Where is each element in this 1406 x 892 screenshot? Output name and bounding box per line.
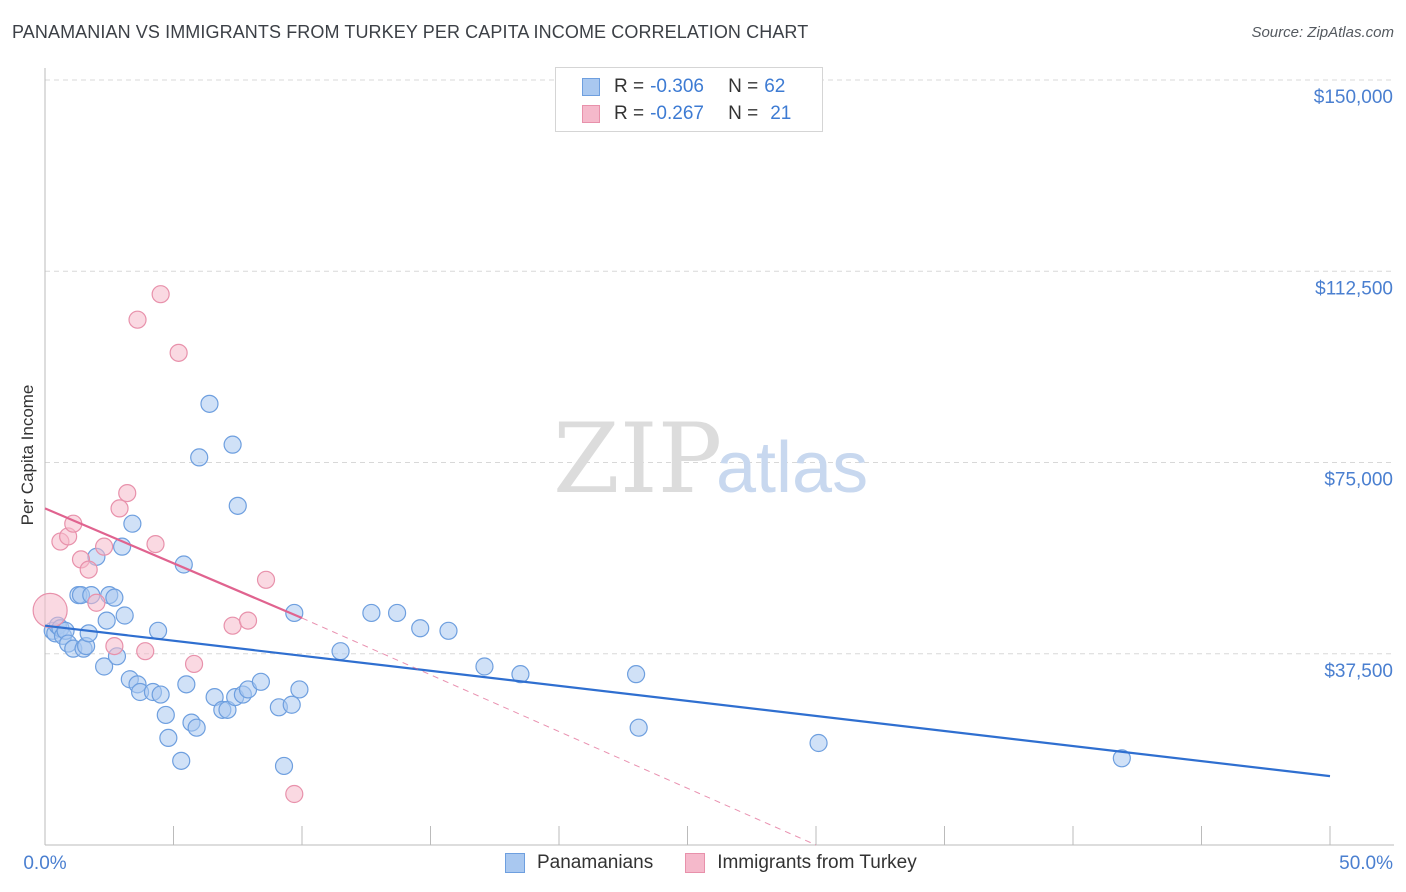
data-point-panamanians: [156, 705, 175, 725]
correlation-legend: R = -0.306 N = 62 R = -0.267 N = 21: [555, 67, 823, 132]
data-point-panamanians: [809, 733, 828, 753]
legend-n-value: 21: [770, 103, 792, 124]
data-point-turkey: [32, 592, 68, 629]
data-point-turkey: [128, 310, 147, 329]
trend-lines: [44, 507, 1331, 846]
data-point-panamanians: [159, 728, 178, 748]
data-point-turkey: [285, 784, 304, 804]
legend-row-panamanians: R = -0.306 N = 62: [582, 75, 785, 99]
legend-label-panamanians: Panamanians: [537, 852, 654, 873]
data-point-panamanians: [187, 718, 206, 737]
legend-r-label: R =: [614, 103, 645, 124]
y-tick-label: $112,500: [1315, 278, 1393, 299]
chart-title: PANAMANIAN VS IMMIGRANTS FROM TURKEY PER…: [12, 22, 809, 42]
legend-label-turkey: Immigrants from Turkey: [717, 852, 917, 873]
axes: [44, 68, 1394, 846]
legend-r-label: R =: [614, 76, 645, 97]
data-point-panamanians: [439, 621, 458, 640]
data-point-panamanians: [151, 685, 170, 704]
data-point-panamanians: [282, 695, 301, 714]
data-point-panamanians: [200, 394, 219, 413]
data-point-turkey: [223, 616, 242, 635]
data-point-turkey: [184, 654, 204, 674]
watermark-atlas: atlas: [716, 428, 868, 508]
data-point-turkey: [169, 343, 188, 362]
legend-swatch-blue: [582, 78, 600, 96]
data-point-panamanians: [251, 672, 270, 691]
data-point-panamanians: [411, 619, 430, 638]
data-point-turkey: [146, 534, 165, 554]
data-point-panamanians: [475, 657, 494, 676]
y-tick-label: $37,500: [1324, 661, 1393, 682]
legend-n-value: 62: [764, 76, 786, 97]
data-point-panamanians: [177, 675, 196, 694]
data-point-panamanians: [228, 496, 247, 515]
data-point-panamanians: [331, 642, 350, 661]
data-point-panamanians: [115, 606, 134, 625]
data-point-panamanians: [79, 624, 98, 643]
data-point-turkey: [151, 285, 170, 304]
y-tick-label: $150,000: [1314, 87, 1393, 108]
data-point-turkey: [136, 642, 155, 661]
data-point-panamanians: [274, 756, 294, 776]
data-point-panamanians: [97, 611, 116, 630]
data-point-turkey: [95, 537, 114, 556]
data-point-panamanians: [511, 665, 530, 684]
legend-swatch-pink: [582, 105, 600, 123]
data-point-panamanians: [95, 657, 114, 676]
source-label: Source: ZipAtlas.com: [1251, 24, 1394, 41]
legend-swatch-pink: [685, 853, 706, 873]
x-tick-label-max: 50.0%: [1339, 853, 1393, 874]
legend-n-label: N =: [728, 76, 759, 97]
data-point-turkey: [110, 499, 129, 518]
data-point-turkey: [256, 570, 276, 589]
data-point-turkey: [238, 611, 258, 630]
legend-row-turkey: R = -0.267 N = 21: [582, 102, 791, 126]
trend-line-turkey: [44, 507, 303, 620]
trend-line-turkey-extension: [301, 617, 817, 846]
data-point-panamanians: [190, 448, 209, 467]
data-point-panamanians: [362, 603, 381, 623]
data-point-panamanians: [172, 751, 191, 770]
data-point-turkey: [79, 560, 98, 579]
data-point-panamanians: [626, 665, 646, 684]
trend-line-panamanians: [44, 624, 1331, 778]
legend-item-turkey[interactable]: Immigrants from Turkey: [685, 852, 917, 874]
watermark-zip: ZIP: [553, 403, 722, 515]
series-immigrants-from-turkey: [32, 285, 304, 804]
data-point-panamanians: [1112, 749, 1131, 768]
data-point-panamanians: [123, 514, 142, 533]
data-point-panamanians: [290, 680, 309, 699]
tick-labels: $37,500 $75,000 $112,500 $150,000 0.0% 50.0%: [23, 87, 1393, 874]
data-point-turkey: [87, 593, 106, 612]
legend-n-label: N =: [728, 103, 759, 124]
data-point-panamanians: [148, 621, 168, 640]
data-point-panamanians: [387, 603, 407, 623]
legend-swatch-blue: [505, 853, 525, 873]
y-tick-label: $75,000: [1324, 470, 1393, 491]
x-tick-label-min: 0.0%: [23, 853, 66, 874]
data-point-panamanians: [629, 718, 648, 737]
series-legend: Panamanians Immigrants from Turkey: [505, 852, 949, 874]
legend-r-value: -0.267: [650, 103, 704, 124]
watermark: ZIP atlas: [553, 403, 868, 515]
data-point-panamanians: [223, 435, 242, 454]
data-point-panamanians: [105, 588, 124, 607]
data-point-turkey: [105, 636, 124, 656]
data-point-turkey: [118, 484, 137, 503]
gridlines: [45, 79, 1394, 655]
legend-item-panamanians[interactable]: Panamanians: [505, 852, 653, 874]
legend-r-value: -0.306: [650, 76, 704, 97]
